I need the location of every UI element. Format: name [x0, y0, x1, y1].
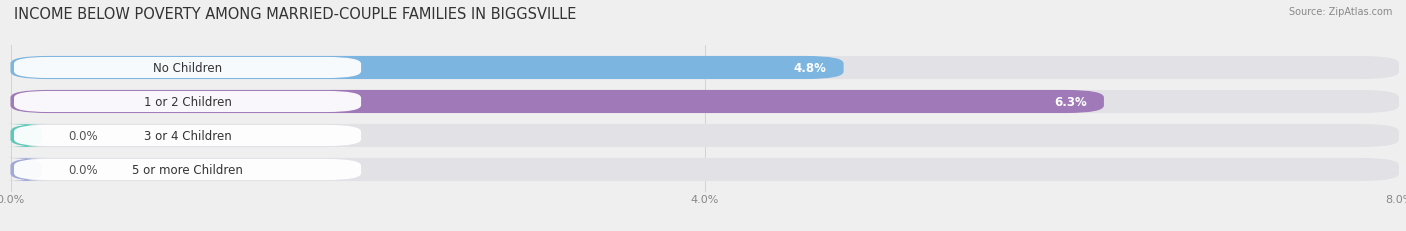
Text: 6.3%: 6.3% — [1054, 96, 1087, 109]
FancyBboxPatch shape — [14, 159, 361, 180]
Text: Source: ZipAtlas.com: Source: ZipAtlas.com — [1288, 7, 1392, 17]
FancyBboxPatch shape — [14, 125, 361, 146]
Text: 4.8%: 4.8% — [793, 62, 827, 75]
Text: 3 or 4 Children: 3 or 4 Children — [143, 129, 232, 142]
FancyBboxPatch shape — [4, 124, 49, 147]
Text: 1 or 2 Children: 1 or 2 Children — [143, 96, 232, 109]
FancyBboxPatch shape — [10, 91, 1104, 114]
FancyBboxPatch shape — [10, 57, 844, 80]
Text: 0.0%: 0.0% — [67, 129, 97, 142]
FancyBboxPatch shape — [14, 91, 361, 112]
FancyBboxPatch shape — [4, 158, 49, 181]
FancyBboxPatch shape — [10, 91, 1399, 114]
FancyBboxPatch shape — [14, 58, 361, 79]
Text: No Children: No Children — [153, 62, 222, 75]
FancyBboxPatch shape — [10, 57, 1399, 80]
FancyBboxPatch shape — [10, 124, 1399, 147]
Text: 5 or more Children: 5 or more Children — [132, 163, 243, 176]
FancyBboxPatch shape — [10, 158, 1399, 181]
Text: INCOME BELOW POVERTY AMONG MARRIED-COUPLE FAMILIES IN BIGGSVILLE: INCOME BELOW POVERTY AMONG MARRIED-COUPL… — [14, 7, 576, 22]
Text: 0.0%: 0.0% — [67, 163, 97, 176]
